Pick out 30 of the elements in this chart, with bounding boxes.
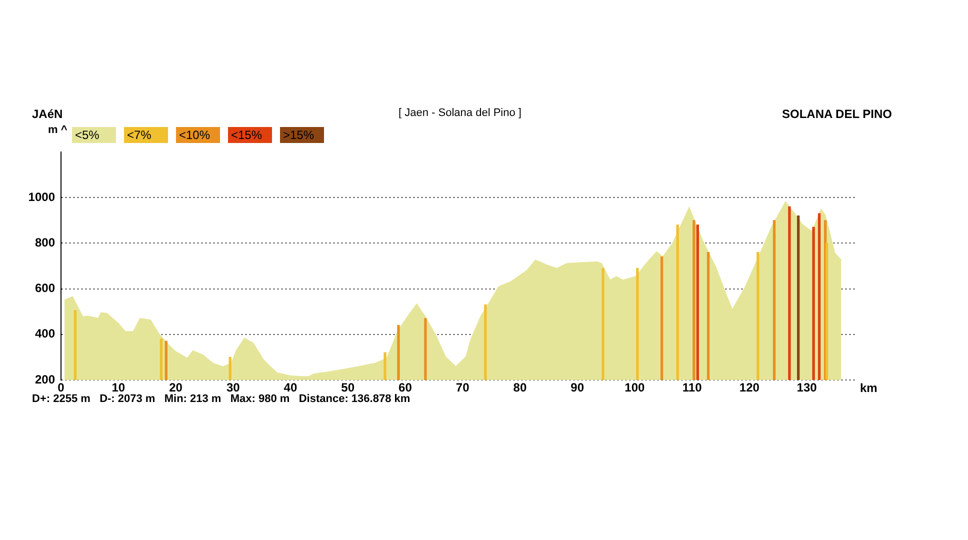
x-tick-label: 120 [739, 380, 760, 395]
x-axis-title: km [860, 381, 878, 395]
x-tick-label: 100 [624, 380, 646, 395]
x-tick-label: 20 [169, 380, 183, 395]
chart-title: [ Jaen - Solana del Pino ] [398, 107, 522, 119]
x-tick-label: 50 [341, 380, 355, 395]
x-tick-label: 40 [284, 380, 298, 395]
y-tick-label: 800 [34, 236, 56, 250]
text: <15% [228, 127, 272, 143]
y-tick-label: 400 [34, 326, 56, 341]
x-tick-label: 10 [112, 380, 126, 395]
text: SOLANA DEL PINO [782, 107, 892, 121]
text: JAéN [32, 107, 63, 121]
x-tick-label: 30 [226, 380, 240, 395]
x-tick-label: 70 [456, 380, 470, 395]
x-tick-label: 110 [682, 380, 702, 395]
text: D+: 2255 m D-: 2073 m Min: 213 m Max: 980 m Distance: 136.878 km [32, 393, 410, 405]
text: <5% [72, 127, 116, 143]
y-tick-label: 200 [34, 372, 56, 386]
y-tick-label: 600 [34, 281, 56, 296]
x-tick-label: 60 [398, 380, 412, 395]
text: <7% [124, 127, 168, 143]
text: >15% [280, 127, 324, 143]
x-tick-label: 90 [570, 380, 584, 395]
x-tick-label: 80 [513, 380, 527, 395]
x-tick-label: 0 [58, 380, 65, 395]
x-tick-label: 130 [796, 380, 818, 395]
y-tick-label: 1000 [28, 190, 56, 204]
text: <10% [176, 127, 220, 143]
y-axis-title: m ^ [48, 124, 68, 136]
